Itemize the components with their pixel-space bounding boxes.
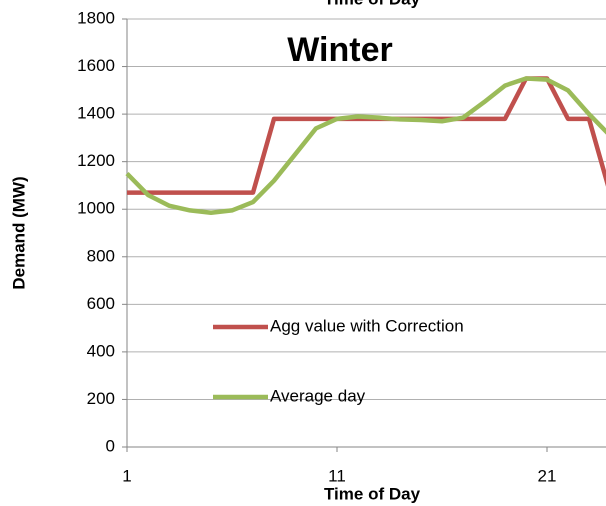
x-tick-label: 11 [328,466,346,485]
y-tick-label: 800 [87,246,115,265]
y-axis-label: Demand (MW) [9,176,28,289]
y-tick-label: 1200 [77,151,115,170]
x-tick-label: 1 [122,466,131,485]
y-tick-label: 1800 [77,8,115,27]
y-tick-label: 600 [87,294,115,313]
annotation: Winter [287,31,392,69]
x-tick-label: 21 [538,466,557,485]
y-tick-label: 400 [87,341,115,360]
y-tick-label: 200 [87,389,115,408]
y-tick-label: 1600 [77,56,115,75]
y-tick-label: 0 [106,436,115,455]
series-line [125,76,606,216]
legend-label: Agg value with Correction [270,316,464,335]
x-axis-label: Time of Day [324,484,421,503]
y-tick-label: 1000 [77,199,115,218]
legend-label: Average day [270,386,366,405]
series-line [127,76,606,195]
y-tick-label: 1400 [77,104,115,123]
chart-title: Time of Day [324,0,421,8]
